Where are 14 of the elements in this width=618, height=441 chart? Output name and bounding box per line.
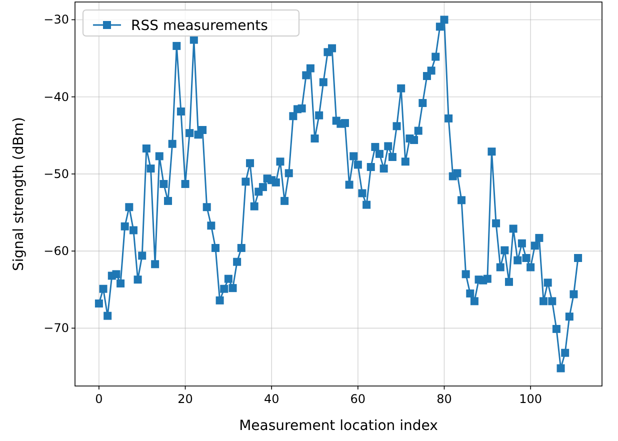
x-axis-title: Measurement location index <box>239 418 438 434</box>
x-tick-label: 60 <box>350 392 366 406</box>
y-tick-label: −70 <box>44 321 69 336</box>
x-tick-label: 100 <box>519 392 542 406</box>
legend-label: RSS measurements <box>131 18 268 34</box>
x-tick-label: 40 <box>264 392 280 406</box>
y-tick-label: −30 <box>44 12 69 27</box>
x-tick-label: 0 <box>95 392 103 406</box>
y-tick-label: −40 <box>44 90 69 104</box>
y-tick-label: −50 <box>44 166 69 181</box>
y-tick-label: −60 <box>44 244 69 258</box>
x-tick-label: 20 <box>178 392 193 406</box>
x-tick-label: 80 <box>436 392 452 406</box>
y-axis-title: Signal strength (dBm) <box>11 117 27 271</box>
